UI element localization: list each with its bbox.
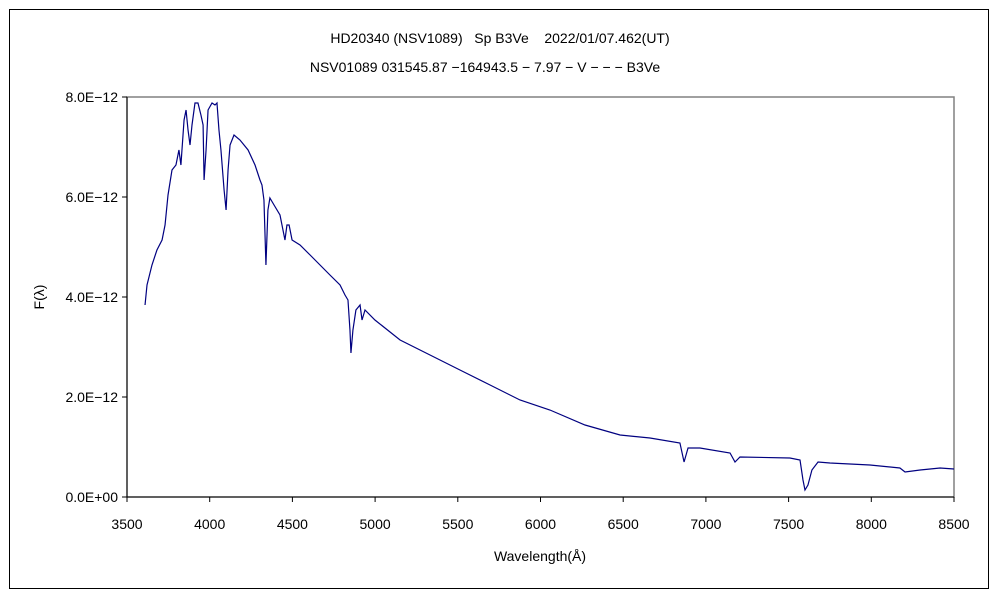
chart-frame [9,9,989,589]
y-axis-label: F(λ) [31,285,47,310]
x-tick-label: 3500 [111,516,142,532]
y-tick-label: 4.0E−12 [65,289,118,305]
x-tick-label: 6000 [525,516,556,532]
x-tick-label: 7000 [690,516,721,532]
y-tick-label: 0.0E+00 [65,489,118,505]
x-tick-label: 8500 [938,516,969,532]
x-tick-label: 4000 [194,516,225,532]
x-tick-label: 6500 [608,516,639,532]
y-tick-label: 2.0E−12 [65,389,118,405]
chart-subtitle: NSV01089 031545.87 −164943.5 − 7.97 − V … [310,59,661,75]
x-tick-label: 4500 [277,516,308,532]
x-tick-label: 5500 [442,516,473,532]
x-tick-label: 8000 [856,516,887,532]
x-tick-label: 7500 [773,516,804,532]
y-tick-label: 8.0E−12 [65,89,118,105]
series-line-spectrum [144,101,955,492]
x-axis-label: Wavelength(Å) [494,548,586,564]
x-tick-label: 5000 [360,516,391,532]
y-tick-label: 6.0E−12 [65,189,118,205]
chart-title: HD20340 (NSV1089) Sp B3Ve 2022/01/07.462… [330,30,669,46]
